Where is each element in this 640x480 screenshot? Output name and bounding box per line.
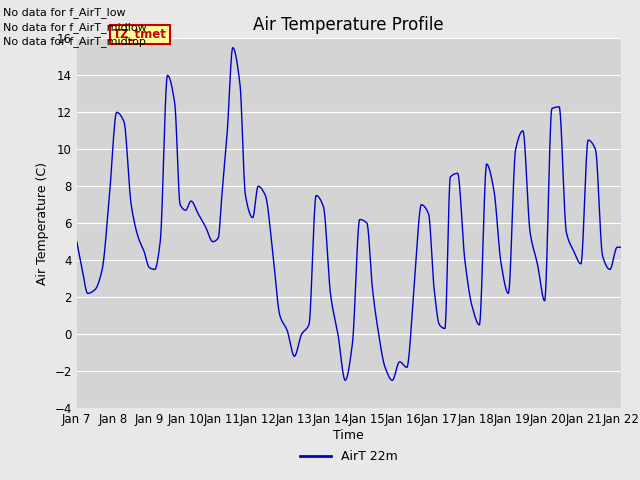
Text: No data for f_AirT_midlow: No data for f_AirT_midlow bbox=[3, 22, 147, 33]
Text: No data for f_AirT_midtop: No data for f_AirT_midtop bbox=[3, 36, 146, 47]
X-axis label: Time: Time bbox=[333, 429, 364, 442]
Y-axis label: Air Temperature (C): Air Temperature (C) bbox=[36, 162, 49, 285]
Text: TZ_tmet: TZ_tmet bbox=[113, 28, 167, 41]
Text: No data for f_AirT_low: No data for f_AirT_low bbox=[3, 7, 126, 18]
Title: Air Temperature Profile: Air Temperature Profile bbox=[253, 16, 444, 34]
Legend: AirT 22m: AirT 22m bbox=[295, 445, 403, 468]
